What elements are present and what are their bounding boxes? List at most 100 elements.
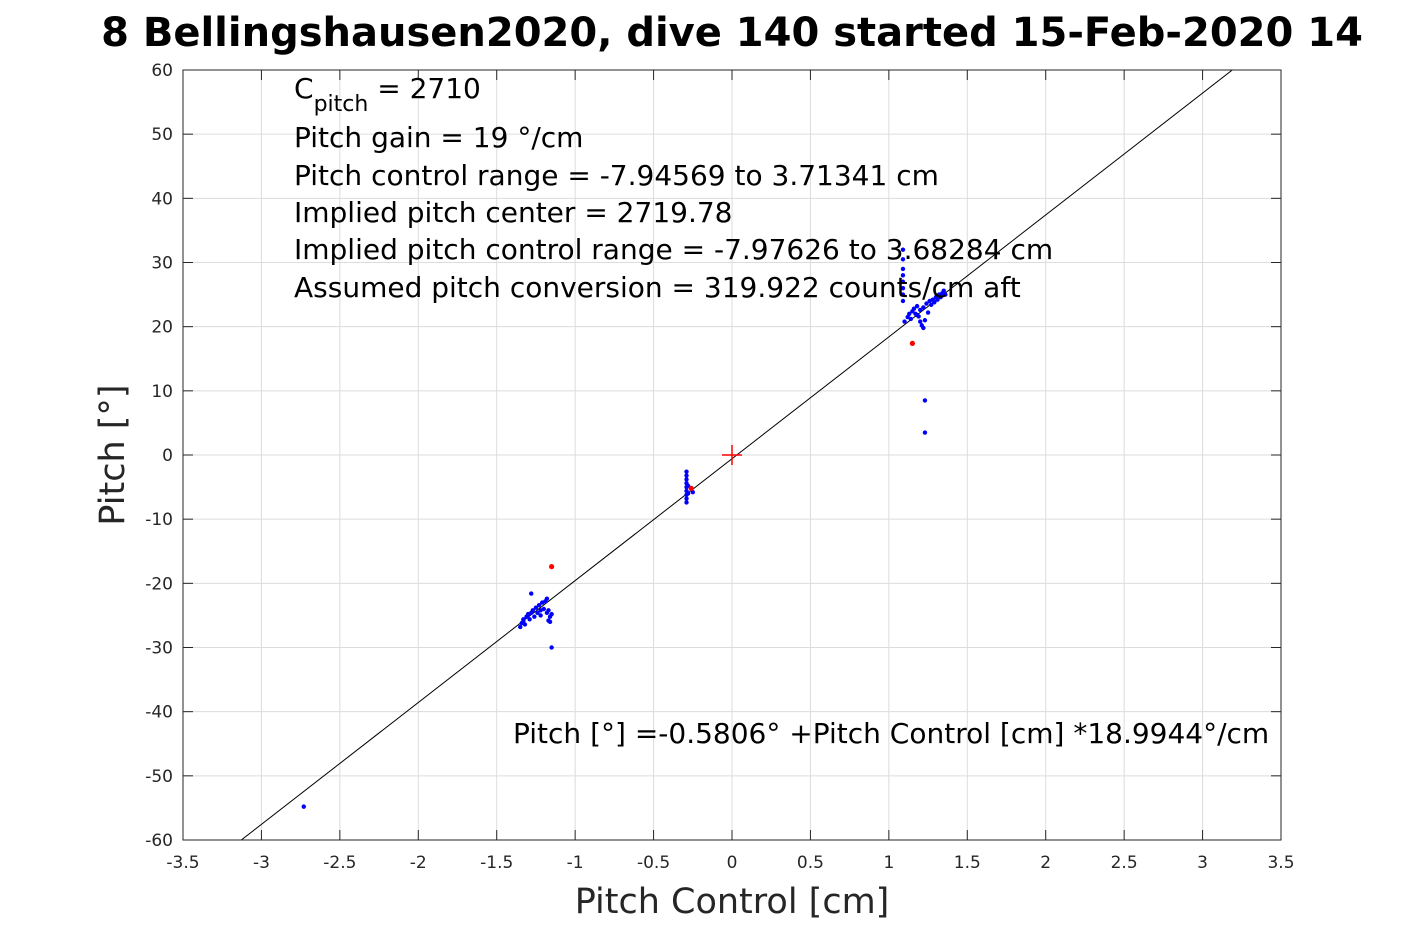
c-pitch-value: = 2710 [368, 72, 481, 105]
implied-pitch-center-annotation: Implied pitch center = 2719.78 [294, 196, 732, 229]
blue-data-point [941, 288, 946, 293]
y-tick-label: 40 [151, 189, 173, 209]
red-data-point [549, 564, 555, 570]
c-pitch-subscript: pitch [314, 92, 369, 117]
c-pitch-annotation: Cpitch = 2710 [294, 72, 481, 117]
y-tick-label: 0 [162, 446, 173, 466]
blue-data-point [900, 273, 906, 278]
blue-data-point [544, 596, 550, 601]
y-tick-label: 60 [151, 61, 173, 81]
y-tick-label: 30 [151, 254, 173, 274]
implied-pitch-control-range-annotation: Implied pitch control range = -7.97626 t… [294, 233, 1053, 266]
x-tick-label: -1 [567, 853, 584, 873]
blue-data-point [530, 608, 535, 613]
blue-data-point [532, 614, 537, 619]
y-tick-label: -50 [145, 767, 173, 787]
blue-data-point [900, 285, 906, 291]
blue-data-point [914, 303, 920, 309]
blue-data-point [938, 294, 943, 300]
blue-data-point [922, 430, 928, 435]
blue-data-point [535, 610, 540, 616]
blue-data-point [932, 300, 937, 305]
blue-data-point [521, 618, 526, 624]
blue-data-point [525, 613, 531, 618]
blue-data-point [546, 608, 551, 613]
blue-data-point [900, 298, 906, 304]
y-tick-label: 10 [151, 382, 173, 402]
blue-data-point [900, 292, 906, 297]
blue-data-point [684, 477, 689, 482]
x-tick-label: 0.5 [797, 853, 824, 873]
y-tick-label: -60 [145, 831, 173, 851]
red-data-point [688, 485, 694, 491]
blue-data-point [921, 325, 926, 331]
blue-data-point [918, 319, 923, 324]
fit-equation-annotation: Pitch [°] =-0.5806° +Pitch Control [cm] … [513, 717, 1269, 750]
y-tick-label: -30 [145, 639, 173, 659]
blue-data-point [900, 247, 906, 252]
annotation-block: Cpitch = 2710 Pitch gain = 19 °/cm Pitch… [294, 72, 1053, 304]
blue-data-point [914, 312, 920, 318]
blue-data-point [908, 316, 914, 322]
x-tick-label: -2 [410, 853, 427, 873]
blue-data-point [301, 804, 306, 809]
blue-data-point [922, 318, 928, 323]
blue-data-point [924, 301, 929, 306]
blue-data-point [925, 310, 931, 315]
blue-data-point [518, 624, 523, 630]
x-tick-label: -1.5 [480, 853, 513, 873]
blue-data-point [684, 473, 689, 478]
pitch-gain-annotation: Pitch gain = 19 °/cm [294, 121, 583, 154]
blue-data-point [527, 617, 532, 622]
x-tick-label: 0 [727, 853, 738, 873]
blue-data-point [900, 257, 906, 262]
blue-data-point [538, 613, 543, 618]
x-tick-label: -3 [253, 853, 270, 873]
blue-data-point [685, 491, 691, 496]
blue-data-point [902, 319, 907, 324]
x-tick-label: 3 [1197, 853, 1208, 873]
y-tick-label: -10 [145, 510, 173, 530]
blue-data-point [921, 305, 926, 310]
blue-data-point [684, 469, 689, 474]
x-axis-label: Pitch Control [cm] [575, 882, 890, 922]
x-tick-label: -3.5 [166, 853, 199, 873]
x-tick-label: 2 [1040, 853, 1051, 873]
axis-ticks: -3.5 -3 -2.5 -2 -1.5 -1 -0.5 0 0.5 1 1.5 2 2.5 3 3.5 -6… [145, 61, 1294, 873]
grid-lines [183, 70, 1281, 840]
y-tick-label: 50 [151, 125, 173, 145]
x-tick-label: -2.5 [323, 853, 356, 873]
blue-data-point [900, 266, 906, 272]
blue-data-point [907, 311, 912, 317]
blue-data-point [541, 606, 546, 612]
red-data-point [909, 340, 915, 346]
blue-data-point [684, 500, 689, 505]
blue-data-point [943, 292, 948, 297]
x-tick-label: 2.5 [1111, 853, 1138, 873]
blue-data-point [929, 302, 934, 308]
blue-data-point [549, 645, 554, 650]
x-tick-label: 1 [883, 853, 894, 873]
blue-data-point [922, 398, 928, 403]
x-tick-label: -0.5 [637, 853, 670, 873]
blue-data-point [546, 618, 551, 623]
blue-data-point [935, 297, 940, 302]
blue-data-point [536, 602, 542, 608]
blue-data-point [900, 279, 906, 284]
data-layer [240, 70, 1234, 840]
y-axis-label: Pitch [°] [93, 384, 133, 525]
blue-data-point [690, 490, 695, 495]
assumed-pitch-conversion-annotation: Assumed pitch conversion = 319.922 count… [294, 271, 1021, 304]
y-tick-label: -40 [145, 703, 173, 723]
blue-data-point [911, 306, 917, 311]
c-pitch-prefix: C [294, 72, 314, 105]
x-tick-label: 3.5 [1267, 853, 1294, 873]
blue-data-point [529, 591, 534, 596]
blue-data-point [533, 605, 539, 610]
chart-title: 8 Bellingshausen2020, dive 140 started 1… [101, 10, 1363, 56]
pitch-control-range-annotation: Pitch control range = -7.94569 to 3.7134… [294, 159, 939, 192]
blue-data-point [549, 611, 554, 617]
y-tick-label: 20 [151, 318, 173, 338]
blue-data-point [684, 496, 689, 501]
